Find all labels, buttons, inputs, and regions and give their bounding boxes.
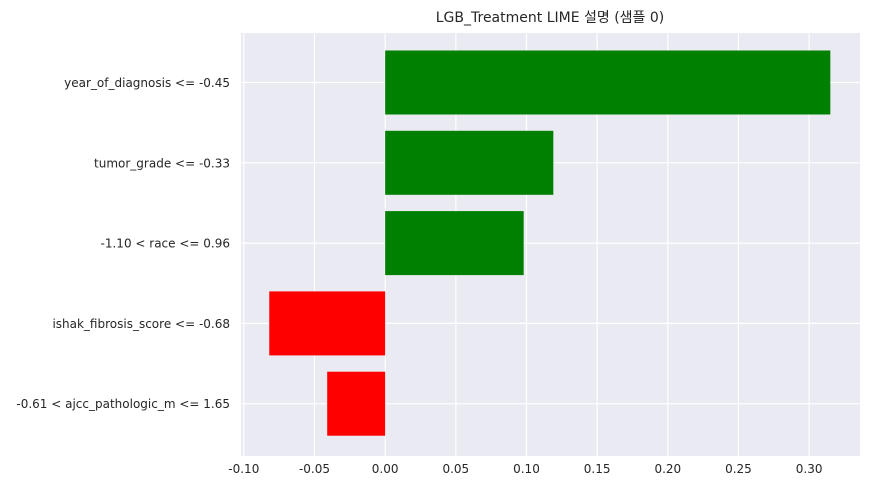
chart-title: LGB_Treatment LIME 설명 (샘플 0) [436, 10, 665, 26]
y-tick-label: -0.61 < ajcc_pathologic_m <= 1.65 [16, 397, 230, 411]
bar [269, 291, 386, 356]
bar [385, 50, 831, 115]
y-tick-label: tumor_grade <= -0.33 [94, 156, 230, 170]
x-tick-label: 0.00 [372, 462, 399, 476]
x-tick-label: 0.20 [654, 462, 681, 476]
x-tick-label: -0.05 [299, 462, 330, 476]
bar [385, 211, 524, 276]
y-tick-label: year_of_diagnosis <= -0.45 [64, 76, 230, 90]
x-tick-label: 0.25 [725, 462, 752, 476]
y-tick-label: -1.10 < race <= 0.96 [101, 237, 230, 251]
bar [385, 130, 554, 195]
x-tick-label: 0.05 [442, 462, 469, 476]
x-tick-label: 0.10 [513, 462, 540, 476]
x-tick-label: 0.30 [796, 462, 823, 476]
y-tick-label: ishak_fibrosis_score <= -0.68 [52, 317, 230, 331]
x-tick-label: -0.10 [228, 462, 259, 476]
bar [327, 371, 386, 436]
x-tick-label: 0.15 [584, 462, 611, 476]
